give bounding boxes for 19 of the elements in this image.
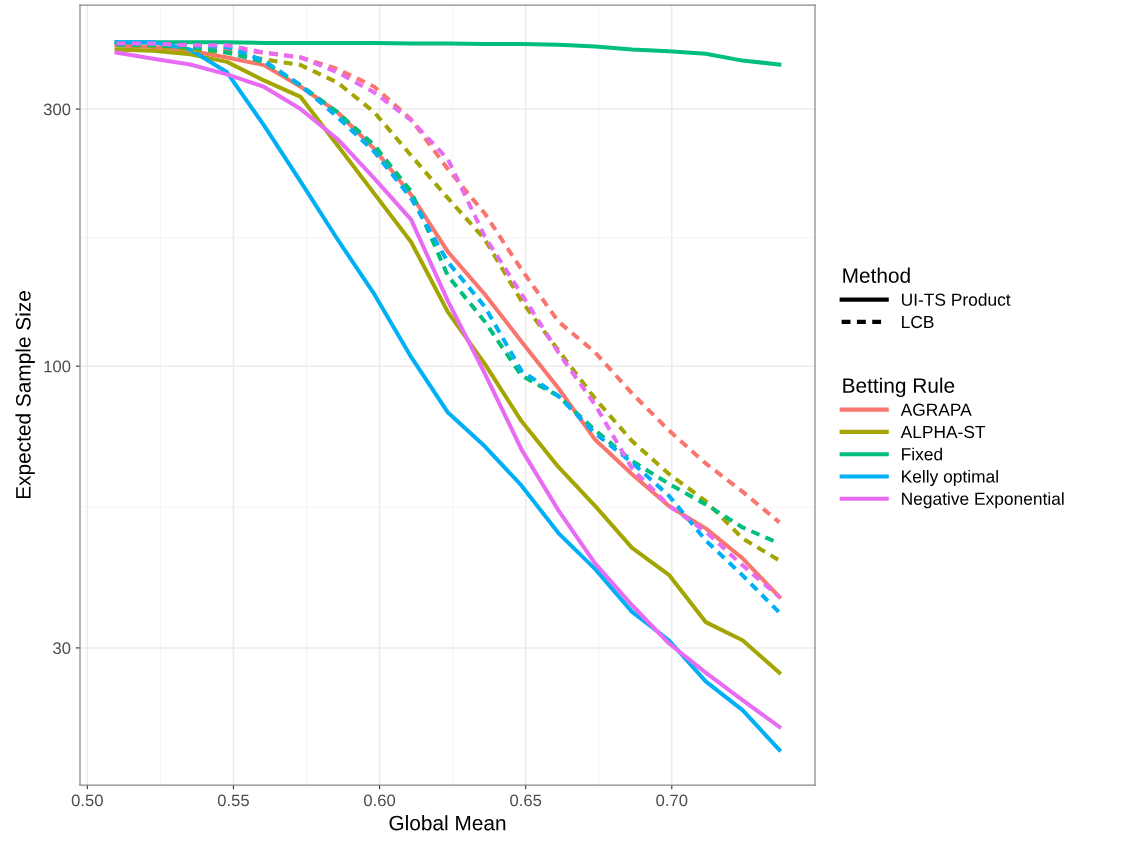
x-tick-label: 0.55 [217,794,249,807]
legend-label: ALPHA-ST [900,425,986,439]
legend-label: Kelly optimal [902,469,998,487]
legend-label: Negative Exponential [902,492,1064,509]
legend-label: AGRAPA [900,403,972,416]
text: Betting Rule [843,377,955,398]
legend-label: Fixed [902,447,942,461]
x-tick-label: 0.50 [71,794,103,807]
text: UI-TS Product [901,293,1011,306]
x-tick-label: 0.65 [510,794,542,807]
text: Method [843,267,910,283]
x-tick-label: 0.70 [656,794,688,807]
text: LCB [902,315,934,329]
y-tick-label: 30 [53,642,71,655]
y-tick-label: 100 [44,360,71,373]
y-tick-label: 300 [43,103,71,116]
x-tick-label: 0.60 [363,794,396,807]
y-axis-title: Expected Sample Size [15,291,35,499]
x-axis-title: Global Mean [389,815,506,831]
